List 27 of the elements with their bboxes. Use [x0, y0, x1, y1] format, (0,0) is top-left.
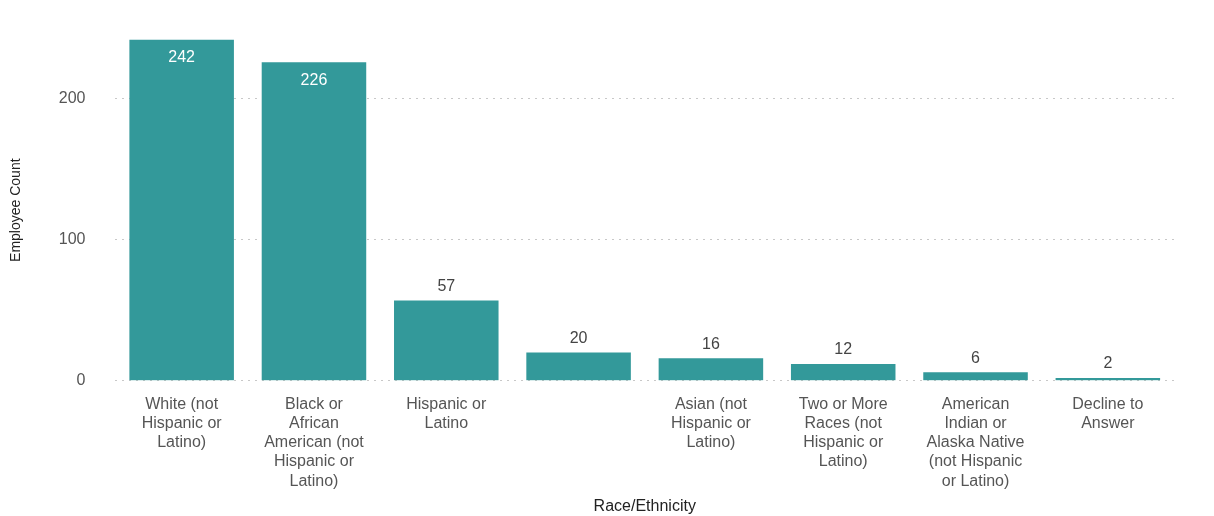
x-tick-label: Hispanic or Latino [406, 394, 487, 432]
bar [658, 358, 764, 381]
x-tick-label: White (not Hispanic or Latino) [141, 394, 223, 451]
data-label: 57 [437, 276, 456, 294]
data-label: 226 [300, 70, 328, 88]
y-tick-label: 0 [76, 371, 86, 389]
bar [526, 352, 631, 381]
bar [790, 363, 896, 381]
data-label: 242 [168, 48, 196, 66]
x-axis-title: Race/Ethnicity [593, 496, 696, 514]
x-tick-label: Black or African American (not Hispanic or Latino) [264, 394, 365, 489]
x-tick-label: Decline to Answer [1072, 394, 1144, 432]
x-tick-label: Two or More Races (not Hispanic or Latino) [798, 394, 888, 470]
data-label: 16 [702, 334, 720, 352]
bar [261, 62, 367, 381]
y-tick-label: 100 [58, 230, 86, 248]
bar [129, 39, 234, 381]
data-label: 2 [1103, 354, 1113, 372]
y-tick-label: 200 [58, 89, 86, 107]
data-label: 12 [834, 340, 853, 358]
x-tick-label: Asian (not Hispanic or Latino) [670, 394, 752, 451]
bar [923, 372, 1028, 381]
x-tick-label: American Indian or Alaska Native (not Hispanic or Latino) [926, 394, 1025, 489]
bar [394, 300, 499, 381]
data-label: 6 [971, 348, 981, 366]
y-axis-title: Employee Count [7, 158, 24, 262]
data-label: 20 [569, 329, 588, 347]
